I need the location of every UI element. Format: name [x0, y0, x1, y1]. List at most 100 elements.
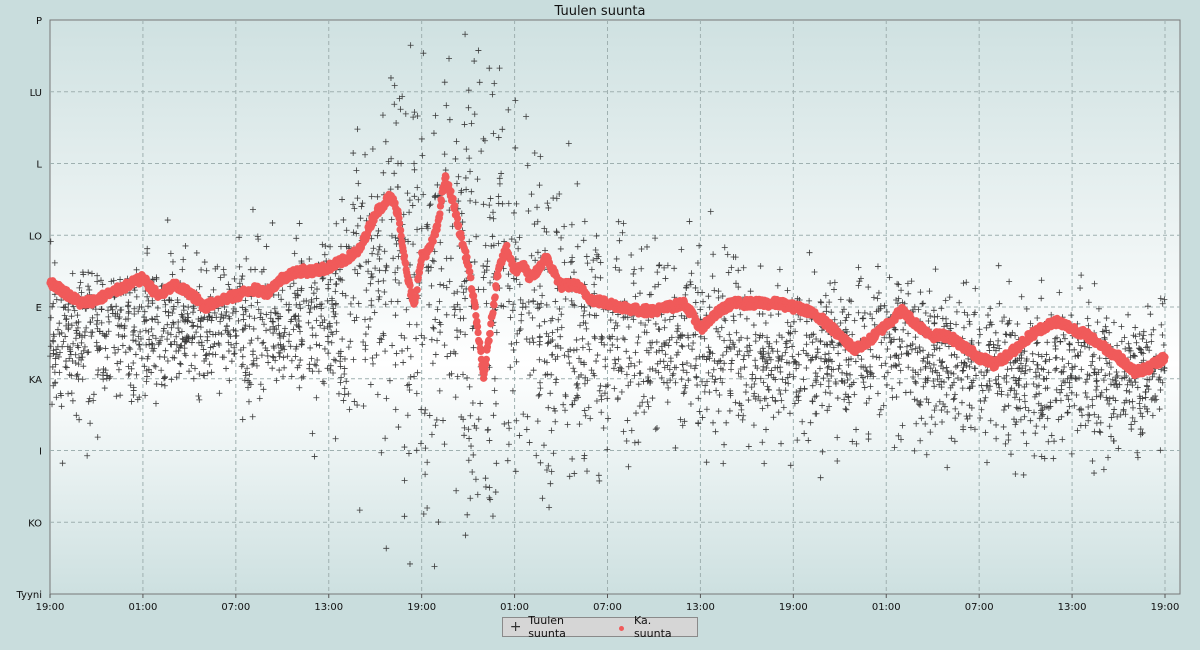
data-point-plus — [254, 299, 261, 306]
data-point-plus — [795, 361, 802, 368]
data-point-plus — [1094, 319, 1101, 326]
data-point-plus — [806, 249, 813, 256]
average-point — [429, 237, 437, 245]
data-point-plus — [492, 400, 499, 407]
data-point-plus — [421, 410, 428, 417]
data-point-plus — [286, 301, 293, 308]
data-point-plus — [191, 352, 198, 359]
data-point-plus — [453, 180, 460, 187]
data-point-plus — [534, 249, 541, 256]
data-point-plus — [924, 375, 931, 382]
data-point-plus — [740, 412, 747, 419]
data-point-plus — [311, 361, 318, 368]
data-point-plus — [534, 418, 541, 425]
data-point-plus — [380, 169, 387, 176]
data-point-plus — [260, 386, 267, 393]
data-point-plus — [1021, 398, 1028, 405]
average-point — [413, 286, 421, 294]
data-point-plus — [560, 401, 567, 408]
data-point-plus — [486, 65, 493, 72]
data-point-plus — [401, 513, 408, 520]
data-point-plus — [350, 150, 357, 157]
data-point-plus — [203, 267, 210, 274]
data-point-plus — [418, 406, 425, 413]
data-point-plus — [69, 358, 76, 365]
data-point-plus — [433, 416, 440, 423]
data-point-plus — [406, 209, 413, 216]
data-point-plus — [1066, 341, 1073, 348]
data-point-plus — [763, 426, 770, 433]
data-point-plus — [784, 319, 791, 326]
data-point-plus — [131, 305, 138, 312]
data-point-plus — [905, 290, 912, 297]
data-point-plus — [341, 385, 348, 392]
data-point-plus — [62, 304, 69, 311]
data-point-plus — [774, 348, 781, 355]
data-point-plus — [982, 429, 989, 436]
data-point-plus — [339, 196, 346, 203]
data-point-plus — [1022, 404, 1029, 411]
data-point-plus — [1023, 357, 1030, 364]
data-point-plus — [825, 383, 832, 390]
data-point-plus — [145, 353, 152, 360]
data-point-plus — [966, 318, 973, 325]
data-point-plus — [337, 353, 344, 360]
data-point-plus — [819, 402, 826, 409]
data-point-plus — [666, 336, 673, 343]
data-point-plus — [238, 363, 245, 370]
data-point-plus — [466, 435, 473, 442]
data-point-plus — [1102, 372, 1109, 379]
data-point-plus — [203, 329, 210, 336]
data-point-plus — [240, 326, 247, 333]
data-point-plus — [211, 309, 218, 316]
data-point-plus — [759, 405, 766, 412]
data-point-plus — [912, 334, 919, 341]
data-point-plus — [178, 311, 185, 318]
average-point — [487, 320, 495, 328]
data-point-plus — [142, 392, 149, 399]
data-point-plus — [968, 379, 975, 386]
data-point-plus — [512, 97, 519, 104]
data-point-plus — [446, 55, 453, 62]
data-point-plus — [652, 235, 659, 242]
data-point-plus — [273, 377, 280, 384]
data-point-plus — [572, 395, 579, 402]
data-point-plus — [1082, 379, 1089, 386]
data-point-plus — [905, 330, 912, 337]
data-point-plus — [52, 355, 59, 362]
data-point-plus — [812, 410, 819, 417]
data-point-plus — [1021, 392, 1028, 399]
data-point-plus — [571, 470, 578, 477]
data-point-plus — [297, 305, 304, 312]
data-point-plus — [1005, 431, 1012, 438]
data-point-plus — [776, 355, 783, 362]
data-point-plus — [356, 507, 363, 514]
data-point-plus — [243, 255, 250, 262]
data-point-plus — [569, 401, 576, 408]
data-point-plus — [281, 325, 288, 332]
data-point-plus — [337, 363, 344, 370]
data-point-plus — [269, 219, 276, 226]
data-point-plus — [543, 330, 550, 337]
data-point-plus — [138, 355, 145, 362]
data-point-plus — [144, 355, 151, 362]
data-point-plus — [581, 407, 588, 414]
data-point-plus — [998, 388, 1005, 395]
data-point-plus — [678, 246, 685, 253]
data-point-plus — [257, 310, 264, 317]
data-point-plus — [927, 313, 934, 320]
data-point-plus — [404, 412, 411, 419]
data-point-plus — [873, 354, 880, 361]
data-point-plus — [1006, 278, 1013, 285]
data-point-plus — [245, 398, 252, 405]
data-point-plus — [165, 312, 172, 319]
data-point-plus — [904, 280, 911, 287]
data-point-plus — [803, 332, 810, 339]
data-point-plus — [394, 184, 401, 191]
data-point-plus — [685, 334, 692, 341]
data-point-plus — [1030, 358, 1037, 365]
data-point-plus — [288, 373, 295, 380]
data-point-plus — [841, 396, 848, 403]
data-point-plus — [780, 404, 787, 411]
data-point-plus — [1125, 340, 1132, 347]
